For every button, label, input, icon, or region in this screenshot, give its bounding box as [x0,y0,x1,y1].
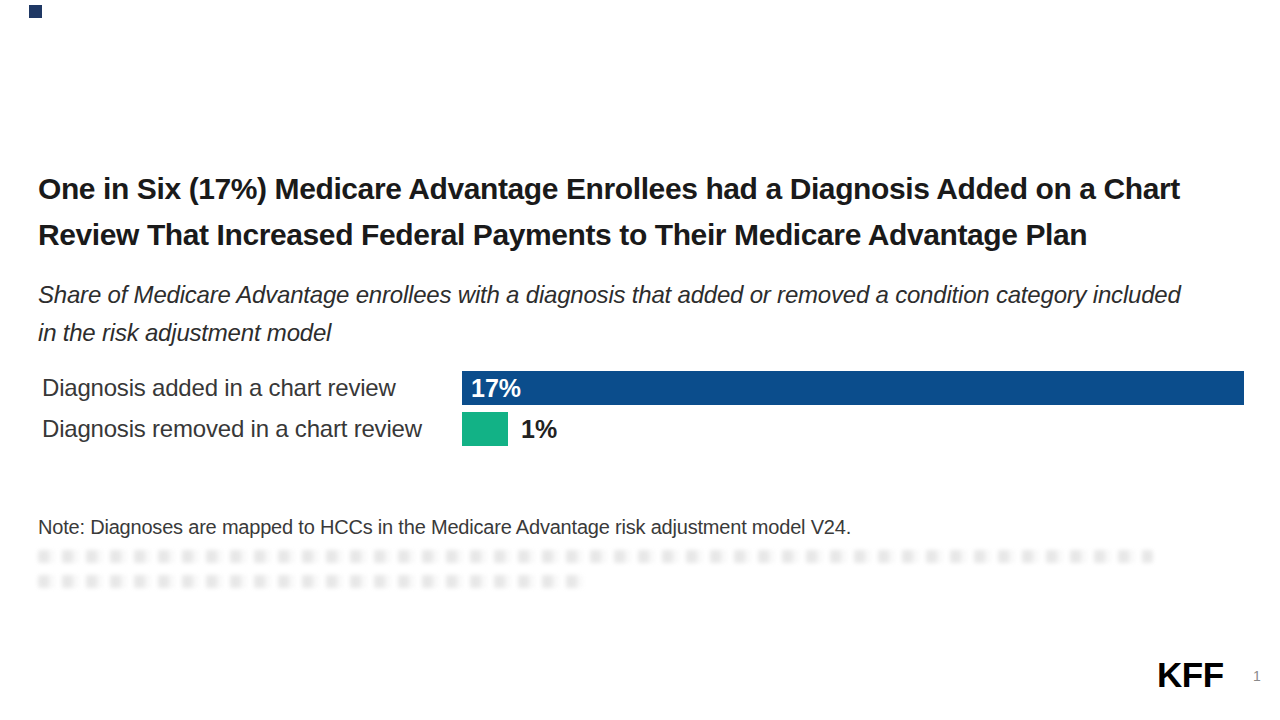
page-title: One in Six (17%) Medicare Advantage Enro… [38,166,1228,258]
page-subtitle: Share of Medicare Advantage enrollees wi… [38,276,1253,352]
category-label-removed: Diagnosis removed in a chart review [38,415,462,443]
bar-track-removed: 1% [462,412,1244,446]
corner-brand-square [29,5,42,18]
chart-row-added: Diagnosis added in a chart review 17% [38,371,1244,405]
value-label-removed: 1% [521,415,557,444]
bar-added: 17% [462,371,1244,405]
kff-logo: KFF [1157,655,1224,695]
page-title-line2: Review That Increased Federal Payments t… [38,212,1228,258]
bar-chart: Diagnosis added in a chart review 17% Di… [38,371,1244,453]
faded-source-text-line1 [38,550,1153,563]
page-subtitle-line1: Share of Medicare Advantage enrollees wi… [38,276,1253,314]
page-number: 1 [1253,668,1261,684]
faded-source-text-line2 [38,575,583,588]
bar-removed [462,412,508,446]
page-title-line1: One in Six (17%) Medicare Advantage Enro… [38,166,1228,212]
note-text: Note: Diagnoses are mapped to HCCs in th… [38,516,1038,539]
bar-track-added: 17% [462,371,1244,405]
value-label-added: 17% [462,374,521,403]
chart-row-removed: Diagnosis removed in a chart review 1% [38,412,1244,446]
category-label-added: Diagnosis added in a chart review [38,374,462,402]
page-subtitle-line2: in the risk adjustment model [38,314,1253,352]
kff-slide: One in Six (17%) Medicare Advantage Enro… [0,0,1280,720]
